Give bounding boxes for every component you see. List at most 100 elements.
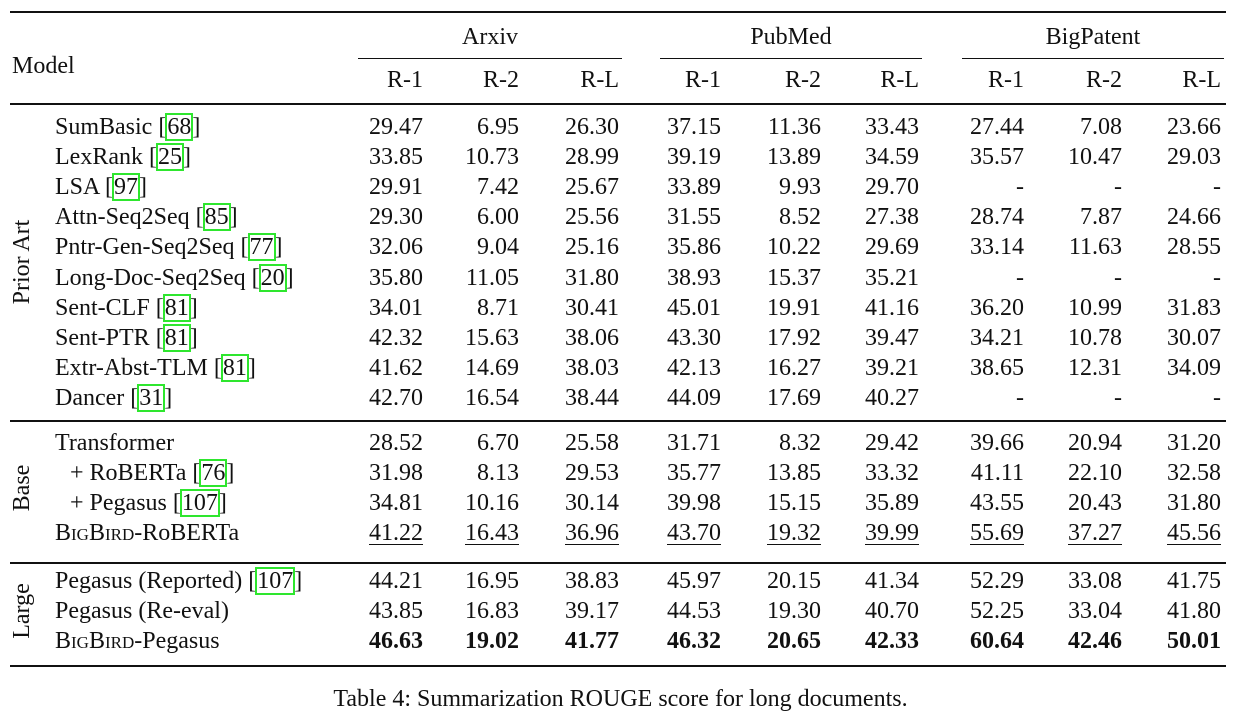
score: 29.30 <box>369 204 423 231</box>
rule <box>358 58 622 60</box>
score: 32.06 <box>369 234 423 261</box>
column-header: R-2 <box>483 67 519 93</box>
score: 39.66 <box>970 430 1024 456</box>
score: 10.16 <box>465 490 519 517</box>
score: 33.43 <box>865 114 919 140</box>
score: 39.21 <box>865 354 919 381</box>
score: 29.69 <box>865 234 919 261</box>
score: 9.04 <box>477 234 519 261</box>
score: 43.70 <box>667 520 721 547</box>
score: 44.21 <box>369 568 423 594</box>
model-name: SumBasic [68] <box>55 113 201 141</box>
score: 38.06 <box>565 324 619 351</box>
score: - <box>1016 174 1024 201</box>
score: - <box>1016 264 1024 291</box>
column-header: R-L <box>880 67 919 93</box>
score: 35.80 <box>369 264 423 291</box>
score: 7.87 <box>1080 204 1122 231</box>
score: 8.52 <box>779 204 821 231</box>
score: 27.38 <box>865 204 919 231</box>
score: 12.31 <box>1068 354 1122 381</box>
score: 16.54 <box>465 384 519 411</box>
score: 33.32 <box>865 460 919 487</box>
score: 29.47 <box>369 114 423 140</box>
score: 29.91 <box>369 174 423 201</box>
group-header: PubMed <box>750 24 832 50</box>
score: 39.99 <box>865 520 919 547</box>
model-name: BigBird-RoBERTa <box>55 520 240 547</box>
score: 19.32 <box>767 520 821 547</box>
score: 23.66 <box>1167 114 1221 140</box>
model-name: Sent-CLF [81] <box>55 293 198 322</box>
rule <box>962 58 1224 60</box>
score: 16.83 <box>465 598 519 625</box>
model-name: Pntr-Gen-Seq2Seq [77] <box>55 233 283 262</box>
score: 31.55 <box>667 204 721 231</box>
score: 38.03 <box>565 354 619 381</box>
score: 28.74 <box>970 204 1024 231</box>
score: 39.47 <box>865 324 919 351</box>
section-label: Large <box>9 583 35 639</box>
model-name: LexRank [25] <box>55 143 191 172</box>
rule <box>660 58 922 60</box>
score: 15.15 <box>767 490 821 517</box>
score: 29.03 <box>1167 144 1221 171</box>
score: 25.67 <box>565 174 619 201</box>
column-header: R-L <box>1182 67 1221 93</box>
score: 36.20 <box>970 294 1024 321</box>
score: 38.44 <box>565 384 619 411</box>
score: 35.86 <box>667 234 721 261</box>
model-name: + Pegasus [107] <box>70 489 227 518</box>
score: 52.25 <box>970 598 1024 625</box>
score: 34.21 <box>970 324 1024 351</box>
score: 41.77 <box>565 628 619 655</box>
score: 42.13 <box>667 354 721 381</box>
model-name: Pegasus (Reported) [107] <box>55 567 303 595</box>
score: 43.30 <box>667 324 721 351</box>
score: 14.69 <box>465 354 519 381</box>
score: 19.91 <box>767 294 821 321</box>
caption: Table 4: Summarization ROUGE score for l… <box>333 686 908 712</box>
model-header: Model <box>12 53 75 79</box>
score: - <box>1016 384 1024 411</box>
score: 16.95 <box>465 568 519 594</box>
score: 42.33 <box>865 628 919 655</box>
score: 41.75 <box>1167 568 1221 594</box>
score: 31.20 <box>1167 430 1221 456</box>
score: 42.70 <box>369 384 423 411</box>
score: 34.09 <box>1167 354 1221 381</box>
score: 43.85 <box>369 598 423 625</box>
score: 38.93 <box>667 264 721 291</box>
score: - <box>1114 384 1122 411</box>
score: 16.27 <box>767 354 821 381</box>
score: 25.58 <box>565 430 619 456</box>
model-name: BigBird-Pegasus <box>55 628 220 655</box>
rule <box>10 103 1226 105</box>
score: 33.14 <box>970 234 1024 261</box>
score: 40.27 <box>865 384 919 411</box>
score: 35.77 <box>667 460 721 487</box>
score: 30.07 <box>1167 324 1221 351</box>
score: 13.89 <box>767 144 821 171</box>
score: 44.53 <box>667 598 721 625</box>
score: 6.70 <box>477 430 519 456</box>
score: 15.63 <box>465 324 519 351</box>
column-header: R-2 <box>785 67 821 93</box>
rule <box>10 11 1226 13</box>
group-header: Arxiv <box>462 24 518 50</box>
score: 41.80 <box>1167 598 1221 625</box>
score: 41.62 <box>369 354 423 381</box>
score: 30.14 <box>565 490 619 517</box>
column-header: R-1 <box>685 67 721 93</box>
score: 42.46 <box>1068 628 1122 655</box>
score: 8.13 <box>477 460 519 487</box>
score: 8.32 <box>779 430 821 456</box>
model-name: Long-Doc-Seq2Seq [20] <box>55 263 294 292</box>
score: 6.00 <box>477 204 519 231</box>
score: 33.04 <box>1068 598 1122 625</box>
score: 9.93 <box>779 174 821 201</box>
score: 41.11 <box>970 460 1024 487</box>
column-header: R-2 <box>1086 67 1122 93</box>
score: 22.10 <box>1068 460 1122 487</box>
